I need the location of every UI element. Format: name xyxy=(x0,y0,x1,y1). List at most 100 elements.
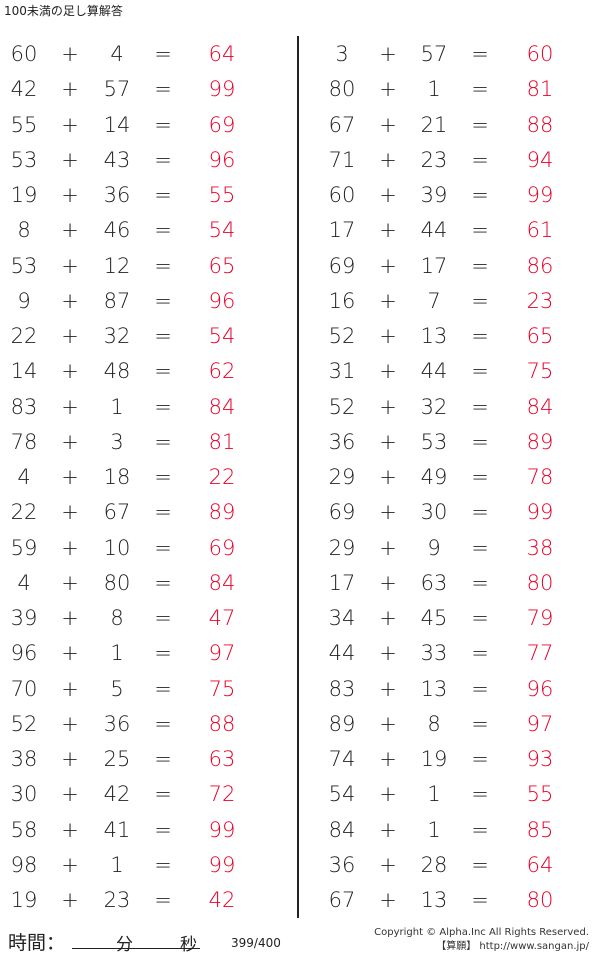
left-row-16-answer: 84 xyxy=(208,570,236,595)
right-row-20-answer: 97 xyxy=(526,711,554,736)
right-row-3-equals-sign: = xyxy=(471,112,489,137)
left-row-1-equals-sign: = xyxy=(154,42,172,66)
left-row-20-addend-b: 36 xyxy=(103,711,131,736)
left-row-12-plus-sign: + xyxy=(61,429,79,454)
left-row-12-addend-b: 3 xyxy=(110,429,124,454)
copyright-text: Copyright © Alpha.Inc All Rights Reserve… xyxy=(374,927,589,938)
right-row-7-addend-b: 17 xyxy=(420,253,448,278)
right-row-25-addend-a: 67 xyxy=(328,888,356,912)
right-row-9-addend-b: 13 xyxy=(420,324,448,348)
left-row-24-answer: 99 xyxy=(208,852,236,877)
right-row-5-plus-sign: + xyxy=(379,183,397,207)
right-row-14-equals-sign: = xyxy=(471,500,489,525)
left-row-11-addend-a: 83 xyxy=(10,394,38,419)
left-row-3-addend-b: 14 xyxy=(103,112,131,137)
left-row-11-answer: 84 xyxy=(208,394,236,419)
right-row-1-answer: 60 xyxy=(526,42,554,66)
right-row-6-equals-sign: = xyxy=(471,218,489,243)
left-row-15-plus-sign: + xyxy=(61,535,79,560)
right-row-4-addend-a: 71 xyxy=(328,147,356,172)
left-row-15-equals-sign: = xyxy=(154,535,172,560)
left-row-14-equals-sign: = xyxy=(154,500,172,525)
right-row-5-addend-a: 60 xyxy=(328,183,356,207)
left-row-13-addend-b: 18 xyxy=(103,465,131,489)
right-row-20-addend-a: 89 xyxy=(328,711,356,736)
left-row-16-addend-b: 80 xyxy=(103,570,131,595)
left-row-10-addend-b: 48 xyxy=(103,359,131,384)
right-row-17-addend-a: 34 xyxy=(328,606,356,630)
right-row-15-plus-sign: + xyxy=(379,535,397,560)
left-row-24-addend-b: 1 xyxy=(110,852,124,877)
right-row-13-addend-a: 29 xyxy=(328,465,356,489)
right-row-14-addend-b: 30 xyxy=(420,500,448,525)
right-row-23-equals-sign: = xyxy=(471,817,489,842)
right-row-23-addend-a: 84 xyxy=(328,817,356,842)
left-row-8-addend-a: 9 xyxy=(17,288,31,313)
right-row-17-answer: 79 xyxy=(526,606,554,630)
left-row-24-equals-sign: = xyxy=(154,852,172,877)
right-row-13-plus-sign: + xyxy=(379,465,397,489)
left-row-7-equals-sign: = xyxy=(154,253,172,278)
right-row-18-equals-sign: = xyxy=(471,641,489,666)
right-row-18-addend-a: 44 xyxy=(328,641,356,666)
left-row-4-answer: 96 xyxy=(208,147,236,172)
right-row-6-addend-a: 17 xyxy=(328,218,356,243)
left-row-16-plus-sign: + xyxy=(61,570,79,595)
right-row-11-addend-b: 32 xyxy=(420,394,448,419)
left-row-1-plus-sign: + xyxy=(61,42,79,66)
left-row-17-addend-b: 8 xyxy=(110,606,124,630)
left-row-9-plus-sign: + xyxy=(61,324,79,348)
right-row-2-addend-a: 80 xyxy=(328,77,356,102)
right-row-9-addend-a: 52 xyxy=(328,324,356,348)
column-divider xyxy=(297,36,299,918)
left-row-19-equals-sign: = xyxy=(154,676,172,701)
left-row-7-plus-sign: + xyxy=(61,253,79,278)
right-row-1-equals-sign: = xyxy=(471,42,489,66)
right-row-20-plus-sign: + xyxy=(379,711,397,736)
left-row-19-answer: 75 xyxy=(208,676,236,701)
right-row-13-addend-b: 49 xyxy=(420,465,448,489)
right-row-22-answer: 55 xyxy=(526,782,554,807)
right-row-11-plus-sign: + xyxy=(379,394,397,419)
left-row-6-answer: 54 xyxy=(208,218,236,243)
left-row-4-plus-sign: + xyxy=(61,147,79,172)
left-row-23-plus-sign: + xyxy=(61,817,79,842)
left-row-18-addend-b: 1 xyxy=(110,641,124,666)
left-row-11-equals-sign: = xyxy=(154,394,172,419)
left-row-16-addend-a: 4 xyxy=(17,570,31,595)
right-row-7-equals-sign: = xyxy=(471,253,489,278)
right-row-5-addend-b: 39 xyxy=(420,183,448,207)
right-row-6-plus-sign: + xyxy=(379,218,397,243)
left-row-9-answer: 54 xyxy=(208,324,236,348)
left-row-8-equals-sign: = xyxy=(154,288,172,313)
right-row-21-answer: 93 xyxy=(526,747,554,771)
left-row-23-answer: 99 xyxy=(208,817,236,842)
right-row-21-addend-a: 74 xyxy=(328,747,356,771)
right-row-20-equals-sign: = xyxy=(471,711,489,736)
right-row-4-plus-sign: + xyxy=(379,147,397,172)
right-row-5-equals-sign: = xyxy=(471,183,489,207)
right-row-14-plus-sign: + xyxy=(379,500,397,525)
right-row-18-addend-b: 33 xyxy=(420,641,448,666)
right-row-25-answer: 80 xyxy=(526,888,554,912)
left-row-3-answer: 69 xyxy=(208,112,236,137)
site-url[interactable]: 【算願】 http://www.sangan.jp/ xyxy=(436,941,589,952)
left-row-5-addend-b: 36 xyxy=(103,183,131,207)
left-row-3-equals-sign: = xyxy=(154,112,172,137)
left-row-25-addend-a: 19 xyxy=(10,888,38,912)
right-row-19-addend-b: 13 xyxy=(420,676,448,701)
right-row-21-equals-sign: = xyxy=(471,747,489,771)
right-row-7-addend-a: 69 xyxy=(328,253,356,278)
left-row-4-equals-sign: = xyxy=(154,147,172,172)
left-row-25-equals-sign: = xyxy=(154,888,172,912)
right-row-9-plus-sign: + xyxy=(379,324,397,348)
right-row-10-equals-sign: = xyxy=(471,359,489,384)
left-row-15-answer: 69 xyxy=(208,535,236,560)
left-row-17-plus-sign: + xyxy=(61,606,79,630)
right-row-6-answer: 61 xyxy=(526,218,554,243)
left-row-5-answer: 55 xyxy=(208,183,236,207)
right-row-16-addend-b: 63 xyxy=(420,570,448,595)
left-row-9-addend-b: 32 xyxy=(103,324,131,348)
right-row-3-plus-sign: + xyxy=(379,112,397,137)
left-row-9-equals-sign: = xyxy=(154,324,172,348)
